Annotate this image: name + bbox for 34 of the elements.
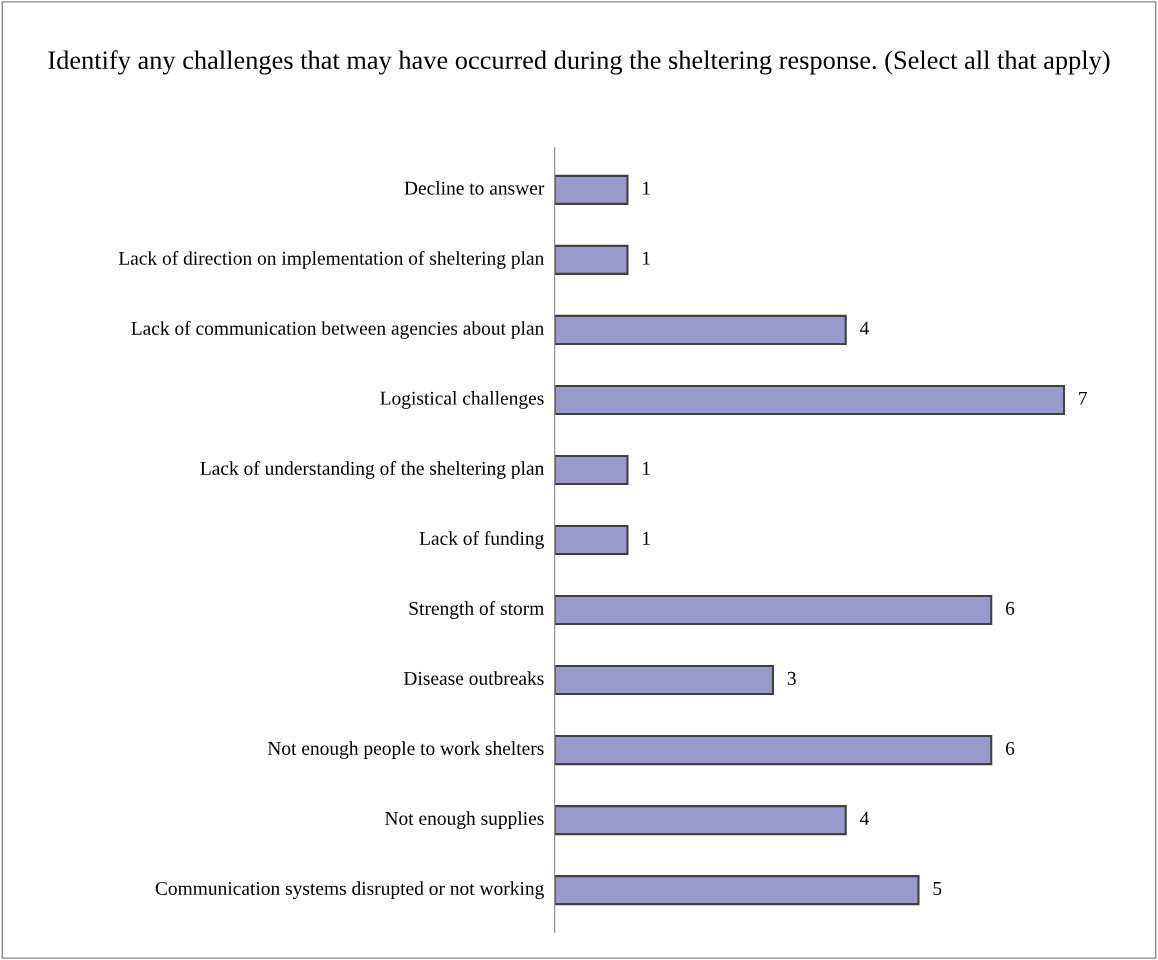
chart-title: Identify any challenges that may have occurred during the sheltering response. (Select all that apply)	[48, 50, 1110, 75]
bar	[554, 174, 629, 205]
y-tick-label: Lack of direction on implementation of sheltering plan	[118, 250, 545, 269]
data-label: 6	[1005, 601, 1015, 615]
y-tick-label: Communication systems disrupted or not working	[155, 881, 544, 899]
data-label: 1	[643, 531, 650, 545]
data-label: 4	[859, 321, 870, 335]
bar	[554, 875, 920, 906]
y-tick-label: Lack of understanding of the sheltering plan	[200, 461, 545, 479]
data-label: 6	[1005, 741, 1015, 755]
data-label: 7	[1079, 391, 1088, 405]
data-label: 1	[643, 461, 650, 475]
bar	[554, 594, 993, 626]
bar	[554, 384, 1066, 415]
bar	[554, 524, 629, 556]
data-label: 1	[643, 181, 650, 195]
data-label: 3	[787, 671, 796, 685]
y-tick-label: Not enough people to work shelters	[267, 741, 544, 759]
y-tick-label: Disease outbreaks	[403, 671, 544, 685]
data-label: 1	[643, 251, 650, 265]
bar	[554, 314, 847, 345]
y-tick-label: Not enough supplies	[385, 811, 544, 829]
bar	[554, 244, 629, 275]
y-tick-label: Logistical challenges	[380, 391, 544, 409]
y-tick-label: Decline to answer	[404, 181, 545, 195]
y-tick-label: Strength of storm	[409, 601, 545, 619]
data-label: 5	[933, 882, 942, 896]
bar	[554, 665, 774, 696]
y-tick-label: Lack of communication between agencies about plan	[131, 320, 545, 339]
bar	[554, 805, 847, 836]
y-tick-label: Lack of funding	[419, 531, 544, 549]
bar	[554, 454, 629, 486]
bar	[554, 735, 993, 766]
data-label: 4	[859, 811, 870, 825]
